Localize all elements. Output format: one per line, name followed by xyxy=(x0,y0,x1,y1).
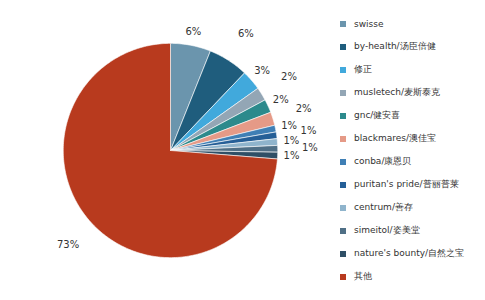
svg-text:1%: 1% xyxy=(283,135,299,146)
svg-text:1%: 1% xyxy=(301,125,317,136)
html-text:其他: 其他 xyxy=(354,271,372,281)
html-text:musletech/麦斯泰克: musletech/麦斯泰克 xyxy=(354,87,440,97)
svg-text:6%: 6% xyxy=(185,26,201,37)
svg-text:1%: 1% xyxy=(302,142,318,153)
svg-text:2%: 2% xyxy=(296,103,312,114)
html-text:centrum/善存: centrum/善存 xyxy=(354,202,413,212)
svg-text:1%: 1% xyxy=(284,150,300,161)
html-text:swisse: swisse xyxy=(354,18,384,29)
svg-text:2%: 2% xyxy=(273,94,289,105)
svg-text:1%: 1% xyxy=(281,120,297,131)
svg-text:6%: 6% xyxy=(238,28,254,39)
html-text:blackmares/澳佳宝: blackmares/澳佳宝 xyxy=(354,133,436,143)
html-text:nature's bounty/自然之宝: nature's bounty/自然之宝 xyxy=(354,248,464,258)
html-text:gnc/健安喜: gnc/健安喜 xyxy=(354,110,401,120)
svg-text:73%: 73% xyxy=(57,239,79,250)
svg-text:3%: 3% xyxy=(254,65,270,76)
html-text:simeitol/姿美堂: simeitol/姿美堂 xyxy=(354,225,420,235)
html-text:puritan's pride/普丽普莱: puritan's pride/普丽普莱 xyxy=(354,179,459,189)
html-text:by-health/汤臣倍健: by-health/汤臣倍健 xyxy=(354,41,436,51)
svg-text:2%: 2% xyxy=(281,71,297,82)
html-text:conba/康恩贝: conba/康恩贝 xyxy=(354,156,412,166)
html-text:修正: 修正 xyxy=(354,64,372,74)
